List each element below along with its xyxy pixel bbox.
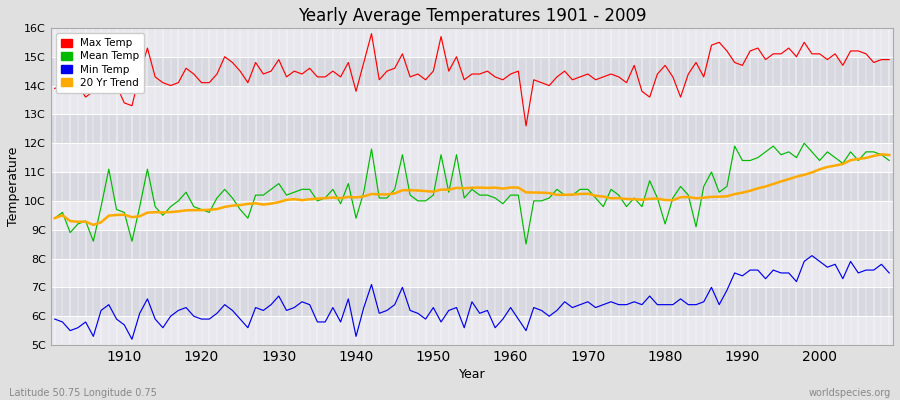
Bar (50, 57, 893, 86)
Bar (50, 28, 893, 57)
Bar (50, 316, 893, 345)
Title: Yearly Average Temperatures 1901 - 2009: Yearly Average Temperatures 1901 - 2009 (298, 7, 646, 25)
Bar (50, 230, 893, 258)
Y-axis label: Temperature: Temperature (7, 147, 20, 226)
Bar (50, 114, 893, 143)
Bar (50, 258, 893, 287)
Legend: Max Temp, Mean Temp, Min Temp, 20 Yr Trend: Max Temp, Mean Temp, Min Temp, 20 Yr Tre… (56, 33, 144, 93)
Bar (50, 143, 893, 172)
X-axis label: Year: Year (459, 368, 485, 381)
Bar (50, 172, 893, 201)
Bar (50, 201, 893, 230)
Text: Latitude 50.75 Longitude 0.75: Latitude 50.75 Longitude 0.75 (9, 388, 157, 398)
Text: worldspecies.org: worldspecies.org (809, 388, 891, 398)
Bar (50, 86, 893, 114)
Bar (50, 287, 893, 316)
